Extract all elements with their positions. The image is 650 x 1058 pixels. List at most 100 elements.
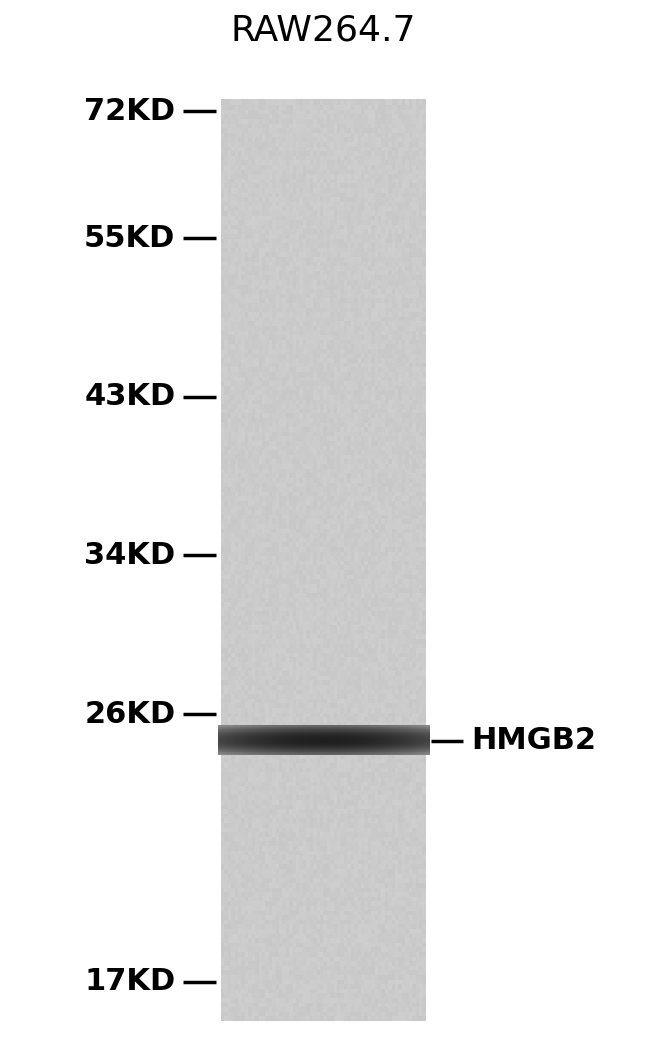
Bar	[416, 750, 419, 751]
Bar	[231, 733, 234, 734]
Bar	[245, 99, 249, 105]
Bar	[421, 735, 424, 736]
Bar	[292, 743, 295, 745]
Bar	[347, 334, 351, 340]
Bar	[224, 799, 228, 805]
Bar	[282, 123, 287, 128]
Bar	[419, 804, 423, 809]
Bar	[289, 421, 293, 427]
Bar	[398, 284, 402, 289]
Bar	[300, 237, 304, 243]
Bar	[320, 330, 324, 335]
Bar	[259, 399, 263, 404]
Bar	[351, 371, 355, 377]
Bar	[259, 832, 263, 837]
Bar	[419, 591, 423, 598]
Bar	[282, 813, 287, 819]
Bar	[231, 344, 235, 349]
Bar	[252, 288, 256, 294]
Bar	[324, 661, 328, 667]
Bar	[374, 389, 378, 395]
Bar	[269, 468, 273, 473]
Bar	[358, 863, 361, 869]
Bar	[384, 728, 387, 730]
Bar	[354, 882, 358, 888]
Bar	[327, 726, 331, 731]
Bar	[272, 523, 276, 529]
Bar	[412, 955, 416, 961]
Bar	[276, 738, 279, 740]
Bar	[406, 315, 410, 322]
Bar	[279, 813, 283, 819]
Bar	[385, 136, 389, 142]
Bar	[382, 744, 385, 749]
Bar	[289, 736, 292, 737]
Bar	[406, 477, 410, 482]
Bar	[320, 742, 324, 743]
Bar	[415, 284, 420, 289]
Bar	[398, 1006, 402, 1011]
Bar	[235, 652, 239, 657]
Bar	[218, 732, 221, 733]
Bar	[388, 992, 393, 998]
Bar	[409, 679, 413, 685]
Bar	[306, 358, 311, 363]
Bar	[333, 914, 338, 919]
Bar	[313, 818, 317, 823]
Bar	[376, 746, 380, 747]
Bar	[231, 726, 235, 731]
Bar	[272, 789, 276, 796]
Bar	[252, 486, 256, 492]
Bar	[341, 413, 344, 418]
Bar	[238, 109, 242, 114]
Bar	[265, 751, 268, 752]
Bar	[406, 1016, 410, 1021]
Bar	[378, 486, 382, 492]
Bar	[392, 745, 395, 747]
Bar	[300, 753, 304, 759]
Bar	[358, 260, 361, 267]
Bar	[341, 376, 344, 381]
Bar	[272, 145, 276, 151]
Bar	[341, 104, 344, 110]
Bar	[250, 728, 253, 729]
Bar	[371, 746, 374, 747]
Bar	[385, 477, 389, 482]
Bar	[342, 747, 345, 749]
Bar	[378, 634, 382, 639]
Bar	[337, 389, 341, 395]
Bar	[302, 744, 305, 745]
Bar	[226, 737, 229, 738]
Bar	[259, 380, 263, 386]
Bar	[248, 873, 252, 878]
Bar	[306, 789, 311, 796]
Bar	[317, 150, 320, 156]
Bar	[324, 444, 328, 451]
Bar	[268, 753, 271, 754]
Bar	[408, 745, 411, 746]
Bar	[341, 399, 344, 404]
Bar	[245, 795, 249, 800]
Bar	[361, 997, 365, 1003]
Bar	[406, 242, 410, 248]
Bar	[282, 610, 287, 616]
Bar	[382, 652, 385, 657]
Bar	[371, 481, 375, 487]
Bar	[252, 302, 256, 308]
Bar	[269, 440, 273, 445]
Bar	[344, 840, 348, 846]
Bar	[409, 924, 413, 929]
Bar	[398, 918, 402, 925]
Bar	[358, 182, 361, 188]
Bar	[398, 726, 402, 731]
Bar	[342, 733, 345, 734]
Bar	[400, 745, 403, 747]
Bar	[263, 741, 266, 742]
Bar	[255, 726, 258, 727]
Bar	[286, 1010, 290, 1017]
Bar	[358, 371, 361, 377]
Bar	[255, 109, 259, 114]
Bar	[276, 104, 279, 110]
Bar	[374, 154, 378, 161]
Bar	[248, 352, 252, 359]
